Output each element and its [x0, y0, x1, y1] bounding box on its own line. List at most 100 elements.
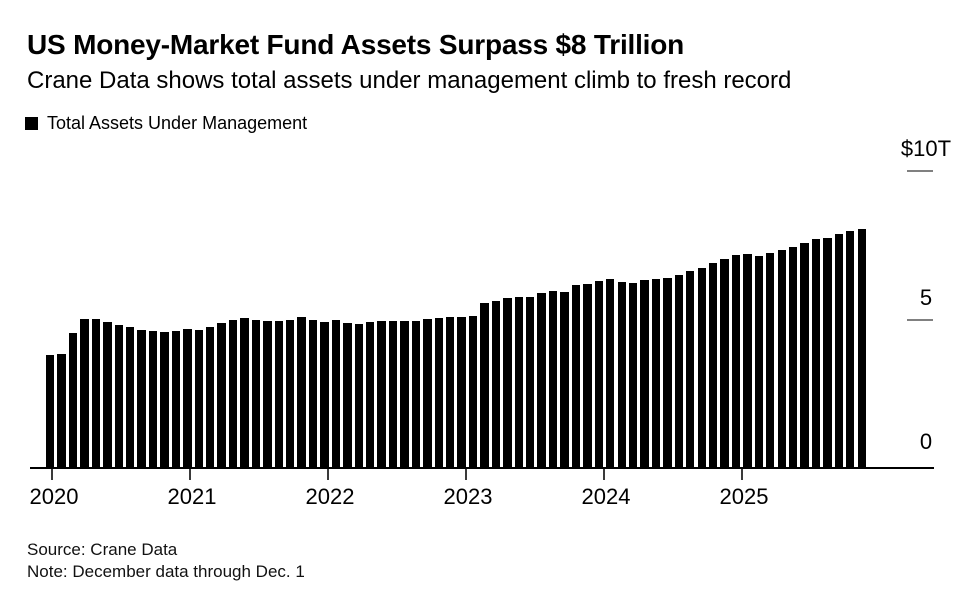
bar-2020-Sep — [137, 329, 146, 468]
bar-2024-Apr — [628, 282, 638, 468]
bar-2021-Dec — [308, 319, 318, 468]
bar-2022-Mar — [343, 322, 352, 468]
x-axis-tick-2021 — [189, 469, 191, 480]
bar-2024-Jan — [594, 280, 604, 468]
bar-2025-Dec — [857, 228, 866, 468]
x-axis-baseline — [30, 467, 934, 469]
bar-2021-Feb — [194, 329, 203, 468]
bar-2024-Aug — [674, 274, 684, 468]
bar-2022-Sep — [411, 320, 421, 468]
legend-label: Total Assets Under Management — [47, 113, 308, 133]
x-axis-label-2023: 2023 — [443, 484, 493, 509]
chart-subtitle: Crane Data shows total assets under mana… — [27, 67, 792, 94]
bar-2020-May — [91, 318, 101, 468]
x-axis-label-2022: 2022 — [305, 484, 355, 509]
y-axis-label-10: $10T — [900, 136, 952, 162]
bar-2020-Mar — [68, 332, 78, 468]
bar-2023-May — [503, 298, 512, 468]
bar-2024-Feb — [606, 279, 615, 468]
bar-2020-Nov — [160, 331, 169, 468]
bar-2022-Jan — [320, 322, 329, 468]
bar-2020-Jul — [114, 324, 123, 468]
x-axis-tick-2023 — [465, 469, 467, 480]
x-axis-label-2021: 2021 — [167, 484, 217, 509]
legend: Total Assets Under Management — [25, 113, 307, 134]
bar-2021-May — [228, 320, 238, 468]
y-axis-label-0: 0 — [919, 429, 933, 454]
y-axis-tick-dash-5 — [907, 318, 933, 321]
bar-2021-Jun — [240, 318, 249, 468]
bar-2022-Aug — [400, 321, 409, 468]
bar-2022-Jun — [377, 320, 386, 468]
bar-2025-Aug — [811, 239, 821, 468]
bar-2021-Nov — [297, 316, 306, 468]
bar-2023-Apr — [491, 301, 501, 468]
bar-2023-Aug — [537, 293, 546, 468]
bar-2023-Oct — [560, 292, 569, 468]
bar-2023-Sep — [548, 290, 558, 468]
bar-2021-Sep — [274, 320, 283, 468]
bar-2024-Mar — [617, 282, 626, 468]
bar-2025-Nov — [846, 230, 855, 468]
source-note: Source: Crane Data Note: December data t… — [27, 539, 305, 582]
x-axis-label-2024: 2024 — [581, 484, 631, 509]
y-axis-label-5: 5 — [919, 284, 933, 310]
x-axis-tick-2025 — [741, 469, 743, 480]
bar-2025-May — [777, 249, 786, 468]
bar-2020-Feb — [57, 353, 66, 468]
bar-2025-Oct — [834, 233, 844, 468]
bar-2021-Jan — [183, 328, 192, 468]
bar-2025-Apr — [766, 252, 775, 468]
note-line: Note: December data through Dec. 1 — [27, 561, 305, 581]
bar-2022-Dec — [446, 316, 455, 468]
bar-2025-Jan — [731, 255, 741, 468]
bar-2024-Dec — [720, 258, 729, 468]
bar-2025-Sep — [823, 237, 832, 468]
bar-2021-Mar — [206, 326, 215, 468]
x-axis-label-2025: 2025 — [719, 484, 769, 509]
bar-2025-Mar — [754, 255, 764, 468]
source-line: Source: Crane Data — [27, 540, 178, 559]
bar-2020-Oct — [148, 330, 158, 468]
bar-2025-Jul — [800, 242, 809, 468]
bar-2025-Jun — [788, 246, 798, 468]
x-axis-tick-2020 — [51, 469, 53, 480]
chart-title: US Money-Market Fund Assets Surpass $8 T… — [27, 29, 685, 60]
bar-2022-Apr — [354, 324, 363, 468]
x-axis-label-2020: 2020 — [29, 484, 79, 509]
bar-2023-Nov — [571, 284, 581, 468]
bar-2022-Oct — [423, 319, 432, 468]
bar-2022-May — [366, 322, 375, 468]
bar-2020-Aug — [126, 326, 135, 468]
bar-2020-Jan — [46, 354, 55, 468]
bar-2024-Nov — [708, 262, 718, 468]
bar-2023-Jun — [514, 297, 524, 468]
bar-2023-Mar — [480, 303, 489, 468]
bar-2024-Sep — [686, 270, 695, 468]
bar-2021-Jul — [251, 320, 261, 468]
bar-2022-Jul — [388, 320, 398, 468]
y-axis-tick-dash-10 — [907, 170, 933, 173]
bar-2024-May — [640, 279, 649, 468]
bar-2024-Jun — [651, 278, 661, 468]
bar-2020-Apr — [80, 319, 89, 468]
bar-2020-Dec — [171, 330, 181, 468]
bar-2022-Nov — [434, 317, 443, 468]
bar-2023-Jan — [457, 316, 466, 468]
bar-2021-Apr — [217, 322, 226, 468]
x-axis-tick-2024 — [603, 469, 605, 480]
bar-2024-Oct — [697, 268, 706, 468]
bar-2022-Feb — [331, 319, 341, 468]
bar-2023-Dec — [583, 283, 592, 468]
bar-2020-Jun — [103, 322, 112, 468]
bar-2025-Feb — [743, 254, 752, 468]
bar-2024-Jul — [663, 277, 672, 468]
bar-2023-Feb — [468, 315, 478, 468]
bar-2021-Oct — [286, 319, 295, 468]
x-axis-tick-2022 — [327, 469, 329, 480]
legend-swatch-icon — [25, 117, 38, 130]
bar-2023-Jul — [526, 296, 535, 468]
bar-2021-Aug — [263, 321, 272, 468]
